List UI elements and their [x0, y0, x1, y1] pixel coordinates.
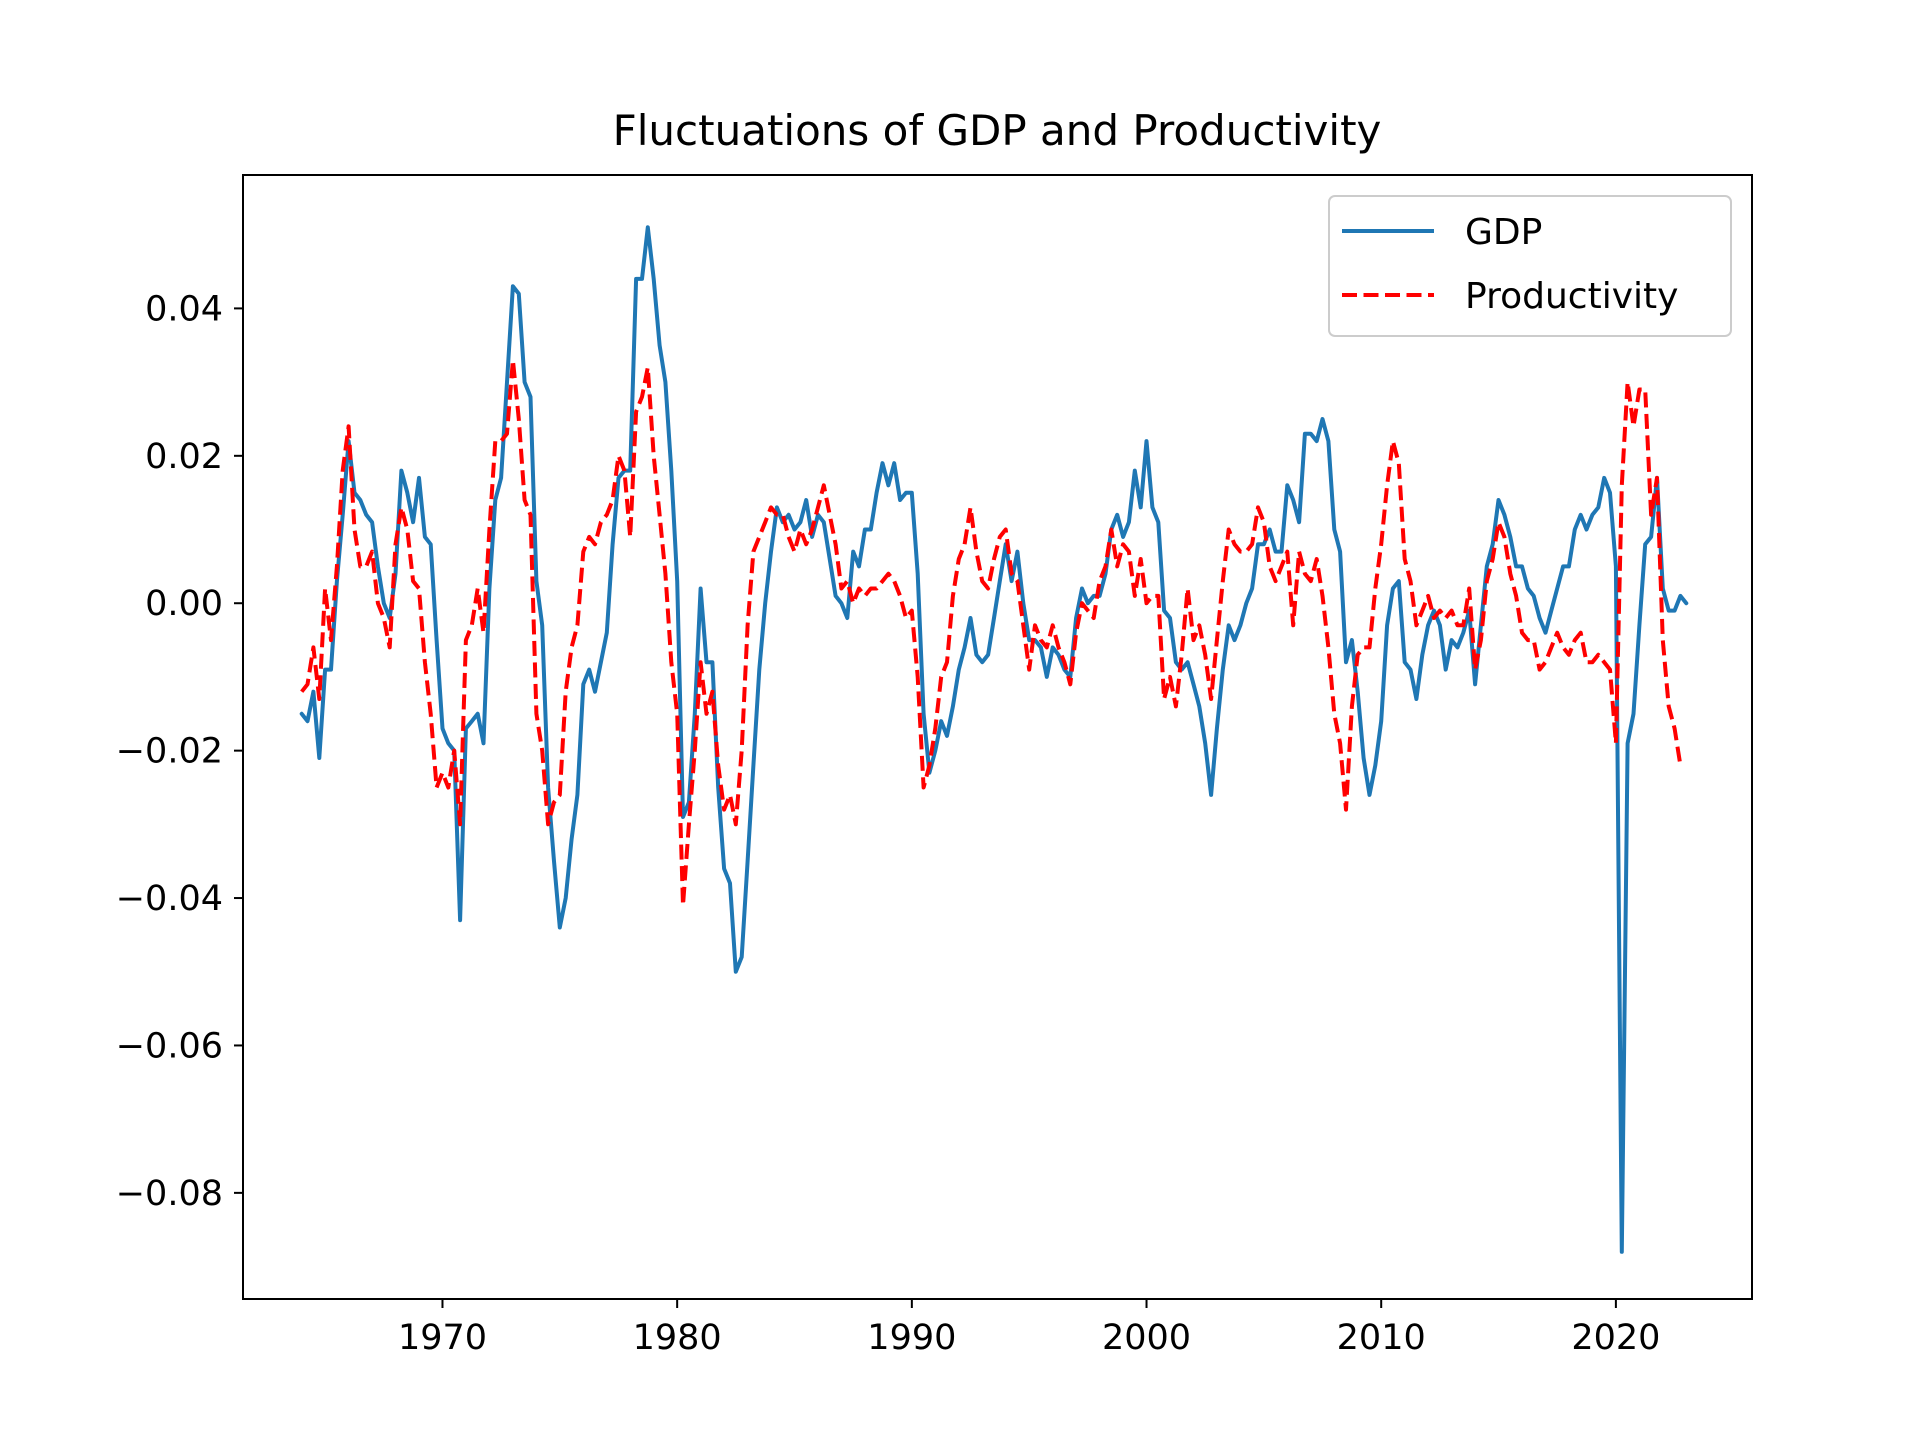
series-line-productivity [300, 358, 1683, 908]
y-tick-label: −0.06 [116, 1026, 223, 1066]
series-layer [299, 225, 1689, 1254]
x-tick-label: 1990 [867, 1318, 956, 1358]
x-tick-label: 2020 [1571, 1318, 1660, 1358]
series-line-gdp [299, 225, 1689, 1254]
axis-ticks: 1970 1980 1990 2000 2010 2020 0.04 0.02 0.00 −0.0… [116, 289, 1661, 1358]
x-tick-label: 1980 [633, 1318, 722, 1358]
y-tick-label: −0.04 [116, 879, 223, 919]
legend: GDP Productivity [1328, 195, 1732, 337]
legend-label-productivity: Productivity [1465, 276, 1678, 317]
x-tick-label: 1970 [398, 1318, 487, 1358]
legend-label-gdp: GDP [1465, 212, 1542, 253]
y-tick-label: −0.02 [116, 732, 223, 772]
chart-title: Fluctuations of GDP and Productivity [613, 106, 1382, 155]
y-tick-label: 0.00 [145, 584, 223, 624]
x-tick-label: 2000 [1102, 1318, 1191, 1358]
y-tick-label: 0.04 [145, 289, 223, 329]
plot-area-frame [242, 174, 1753, 1300]
y-tick-label: −0.08 [116, 1174, 223, 1214]
y-tick-label: 0.02 [145, 437, 223, 477]
x-tick-label: 2010 [1337, 1318, 1426, 1358]
